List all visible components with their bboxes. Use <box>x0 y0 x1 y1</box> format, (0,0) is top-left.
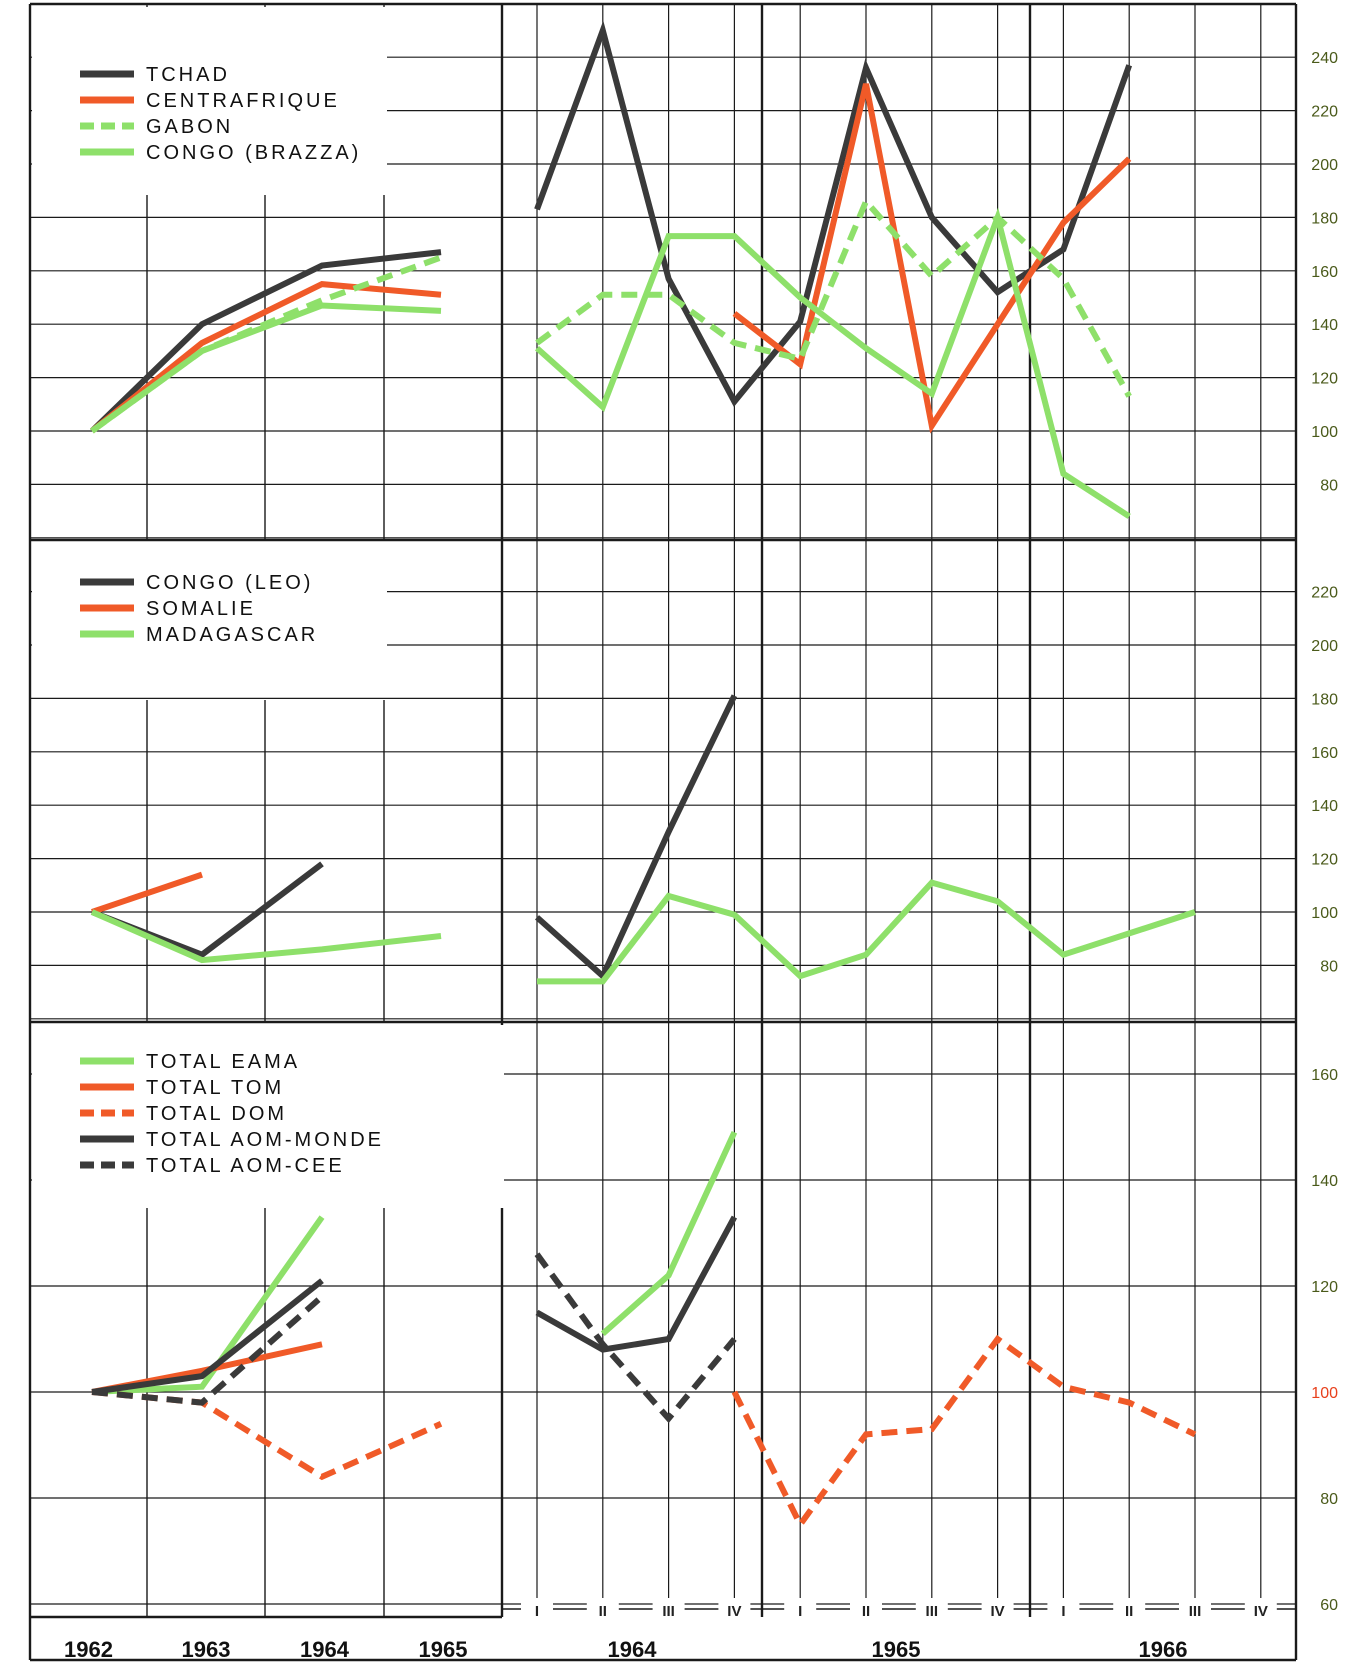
y-tick-label: 80 <box>1320 958 1338 975</box>
y-tick-label: 180 <box>1311 210 1338 227</box>
series-line-annual-congo-leo <box>90 861 324 959</box>
x-year-label-annual: 1963 <box>182 1637 231 1662</box>
legend-label-total-tom: TOTAL TOM <box>146 1077 284 1099</box>
y-tick-label: 120 <box>1311 371 1338 388</box>
y-tick-label: 220 <box>1311 104 1338 121</box>
y-tick-label: 120 <box>1311 852 1338 869</box>
legend-label-tchad: TCHAD <box>146 64 230 86</box>
x-quarter-label: IV <box>991 1603 1005 1620</box>
quarter-label-bg <box>784 1598 817 1620</box>
x-quarter-label: II <box>1125 1603 1133 1620</box>
quarter-label-bg <box>981 1598 1014 1620</box>
quarter-label-bg <box>718 1598 751 1620</box>
quarter-label-bg <box>521 1598 553 1620</box>
legend-label-total-eama: TOTAL EAMA <box>146 1051 300 1073</box>
x-quarter-label: III <box>926 1603 939 1620</box>
y-tick-label: 80 <box>1320 1491 1338 1508</box>
series-line-annual-total-aom-monde <box>91 1278 324 1395</box>
series-line-annual-total-aom-cee <box>91 1294 324 1406</box>
y-tick-label: 140 <box>1311 317 1338 334</box>
y-tick-label: 160 <box>1311 745 1338 762</box>
series-line-quarterly-gabon <box>535 195 1132 398</box>
quarter-label-bg <box>1047 1598 1080 1620</box>
x-year-label-annual: 1965 <box>419 1637 468 1662</box>
series-line-annual-tchad <box>89 249 442 434</box>
y-tick-label: 160 <box>1311 1067 1338 1084</box>
legend-label-somalie: SOMALIE <box>146 598 256 620</box>
y-tick-label: 180 <box>1311 691 1338 708</box>
series-line-annual-madagascar <box>90 909 442 964</box>
series-layer <box>89 20 1197 1531</box>
y-tick-label: 240 <box>1311 50 1338 67</box>
y-tick-label: 60 <box>1320 1597 1338 1614</box>
y-tick-label: 120 <box>1311 1279 1338 1296</box>
legend-label-total-aom-monde: TOTAL AOM-MONDE <box>146 1129 384 1151</box>
quarter-label-bg <box>850 1598 882 1620</box>
x-quarter-label: III <box>662 1603 675 1620</box>
series-line-quarterly-total-aom-cee <box>534 1252 737 1424</box>
series-line-quarterly-congo-brazza <box>535 207 1131 519</box>
x-quarter-label: II <box>599 1603 607 1620</box>
series-line-annual-total-dom <box>91 1389 443 1481</box>
series-line-annual-somalie <box>91 871 203 915</box>
y-tick-label: 200 <box>1311 638 1338 655</box>
series-line-quarterly-madagascar <box>537 879 1196 985</box>
series-line-annual-centrafrique <box>90 281 442 434</box>
legend-label-total-aom-cee: TOTAL AOM-CEE <box>146 1155 345 1177</box>
x-quarter-label: IV <box>1254 1603 1268 1620</box>
series-line-annual-congo-brazza <box>90 302 442 434</box>
x-year-label-quarterly: 1964 <box>608 1637 658 1662</box>
legend-label-congo-leo: CONGO (LEO) <box>146 572 313 594</box>
series-line-quarterly-total-aom-monde <box>535 1215 738 1353</box>
x-quarter-label: I <box>1061 1603 1065 1620</box>
quarter-label-bg <box>1179 1598 1211 1620</box>
y-tick-label: 100 <box>1311 1385 1338 1402</box>
legend-label-madagascar: MADAGASCAR <box>146 624 318 646</box>
y-tick-label: 100 <box>1311 905 1338 922</box>
y-tick-label: 140 <box>1311 1173 1338 1190</box>
grid-lines <box>28 2 1298 1662</box>
series-line-quarterly-congo-leo <box>535 694 738 982</box>
quarter-label-bg <box>652 1598 685 1620</box>
x-year-label-annual: 1962 <box>64 1637 113 1662</box>
x-quarter-label: I <box>798 1603 802 1620</box>
series-line-quarterly-centrafrique <box>732 83 1132 434</box>
y-tick-label: 100 <box>1311 424 1338 441</box>
legend-label-centrafrique: CENTRAFRIQUE <box>146 90 340 112</box>
x-quarter-label: II <box>862 1603 870 1620</box>
y-tick-label: 220 <box>1311 585 1338 602</box>
y-tick-label: 140 <box>1311 798 1338 815</box>
legend-label-gabon: GABON <box>146 116 233 138</box>
series-line-annual-total-eama <box>91 1215 325 1395</box>
x-year-label-annual: 1964 <box>300 1637 350 1662</box>
x-quarter-label: IV <box>727 1603 741 1620</box>
quarter-label-bg <box>1113 1598 1146 1620</box>
series-line-annual-gabon <box>90 254 443 434</box>
x-quarter-label: I <box>535 1603 539 1620</box>
legend-label-congo-brazza: CONGO (BRAZZA) <box>146 142 361 164</box>
x-quarter-label: III <box>1189 1603 1202 1620</box>
quarter-label-bg <box>586 1598 619 1620</box>
quarter-label-bg <box>1244 1598 1277 1620</box>
legend-label-total-dom: TOTAL DOM <box>146 1103 287 1125</box>
series-line-quarterly-total-eama <box>600 1131 738 1336</box>
label-layer: 240 220 200 180 160 140 120 100 80 TCHAD CENTRAFRI… <box>64 50 1338 1662</box>
y-tick-label: 200 <box>1311 157 1338 174</box>
y-tick-label: 160 <box>1311 264 1338 281</box>
quarter-label-bg <box>915 1598 948 1620</box>
series-line-quarterly-total-dom <box>731 1334 1197 1531</box>
x-year-label-quarterly: 1966 <box>1139 1637 1188 1662</box>
y-tick-label: 80 <box>1320 477 1338 494</box>
x-year-label-quarterly: 1965 <box>872 1637 921 1662</box>
